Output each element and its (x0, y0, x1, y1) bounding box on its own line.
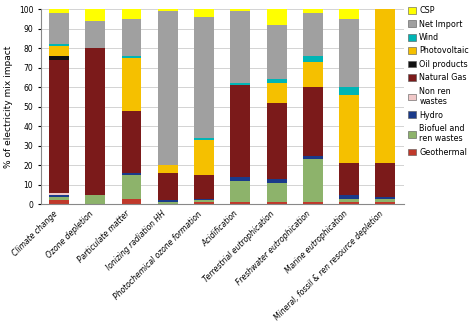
Bar (230, 181, 250, 202)
Bar (49, 9, 69, 13)
Bar (303, 159, 323, 202)
Bar (339, 95, 359, 163)
Bar (266, 80, 287, 83)
Bar (121, 175, 142, 199)
Bar (375, 163, 395, 197)
Bar (121, 111, 142, 173)
Bar (49, 56, 69, 60)
Bar (158, 165, 178, 173)
Bar (375, 3, 395, 7)
Bar (121, 199, 142, 204)
Bar (85, 48, 105, 195)
Bar (158, 173, 178, 200)
Bar (194, 200, 214, 202)
Bar (230, 9, 250, 11)
Bar (230, 202, 250, 204)
Bar (339, 202, 359, 204)
Bar (121, 19, 142, 56)
Bar (85, 9, 105, 21)
Bar (121, 173, 142, 175)
Bar (121, 56, 142, 58)
Bar (303, 87, 323, 156)
Bar (266, 179, 287, 183)
Bar (194, 17, 214, 138)
Bar (49, 13, 69, 44)
Bar (266, 202, 287, 204)
Bar (230, 83, 250, 85)
Bar (303, 13, 323, 56)
Bar (49, 46, 69, 56)
Bar (303, 202, 323, 204)
Bar (339, 19, 359, 87)
Bar (49, 44, 69, 46)
Bar (49, 200, 69, 204)
Bar (375, 199, 395, 202)
Bar (49, 193, 69, 195)
Bar (375, 7, 395, 163)
Bar (375, 202, 395, 204)
Bar (303, 56, 323, 62)
Bar (121, 9, 142, 19)
Bar (339, 195, 359, 199)
Bar (194, 9, 214, 17)
Bar (230, 177, 250, 181)
Bar (85, 195, 105, 204)
Bar (49, 197, 69, 200)
Bar (303, 156, 323, 159)
Bar (49, 195, 69, 197)
Bar (339, 87, 359, 95)
Bar (194, 175, 214, 199)
Legend: CSP, Net Import, Wind, Photovoltaic, Oil products, Natural Gas, Non ren
wastes, : CSP, Net Import, Wind, Photovoltaic, Oil… (407, 5, 470, 157)
Bar (266, 103, 287, 179)
Bar (230, 11, 250, 83)
Bar (339, 163, 359, 195)
Bar (375, 0, 395, 3)
Bar (303, 62, 323, 87)
Y-axis label: % of electricity mix impact: % of electricity mix impact (4, 46, 13, 168)
Bar (158, 11, 178, 165)
Bar (194, 138, 214, 140)
Bar (266, 25, 287, 80)
Bar (194, 202, 214, 204)
Bar (158, 202, 178, 204)
Bar (158, 200, 178, 202)
Bar (266, 83, 287, 103)
Bar (266, 9, 287, 25)
Bar (194, 140, 214, 175)
Bar (339, 199, 359, 202)
Bar (266, 183, 287, 202)
Bar (339, 9, 359, 19)
Bar (85, 21, 105, 48)
Bar (194, 199, 214, 200)
Bar (49, 60, 69, 193)
Bar (375, 197, 395, 199)
Bar (121, 58, 142, 111)
Bar (230, 85, 250, 177)
Bar (158, 9, 178, 11)
Bar (303, 9, 323, 13)
